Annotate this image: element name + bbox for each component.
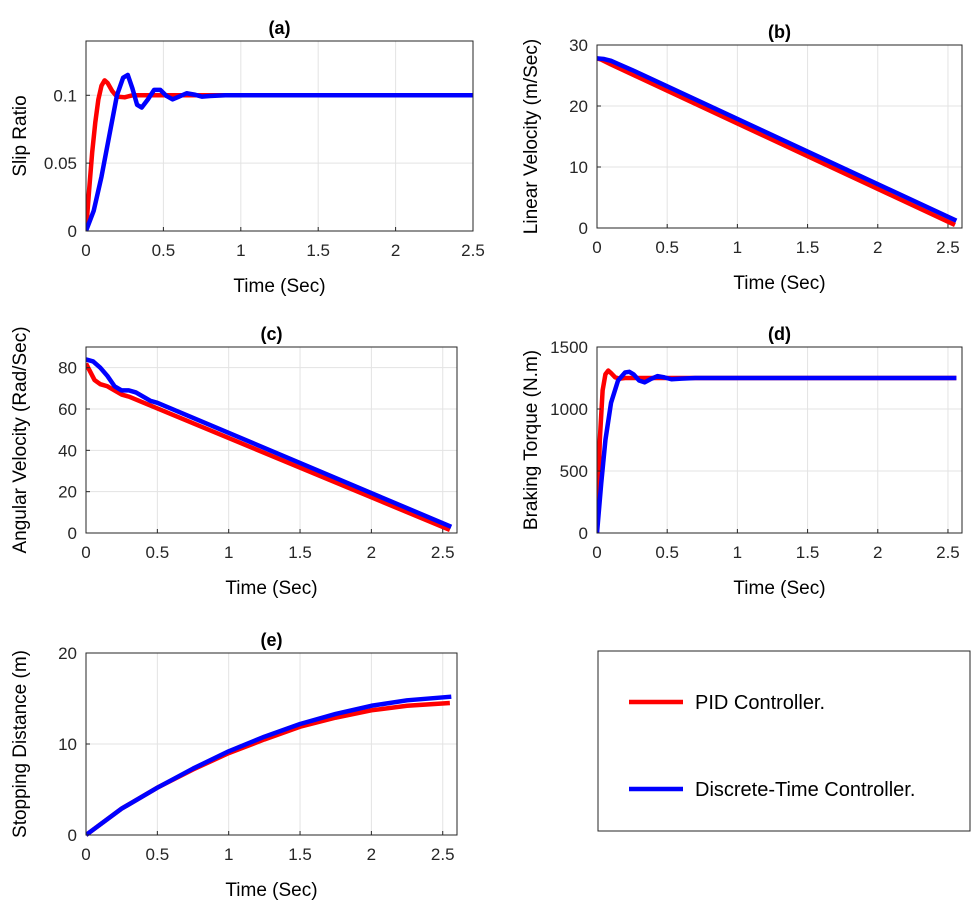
y-axis-label-e: Stopping Distance (m) (10, 650, 31, 838)
y-tick-label: 500 (560, 462, 588, 481)
x-tick-label: 1 (733, 543, 742, 562)
subplot-title-d: (d) (768, 324, 791, 344)
series-line-discrete-e (86, 694, 452, 837)
legend-box (597, 650, 971, 832)
y-tick-label: 40 (58, 441, 77, 460)
y-tick-label: 20 (58, 644, 77, 663)
series-line-pid-d (597, 368, 957, 534)
x-tick-label: 1.5 (796, 238, 820, 257)
y-tick-label: 10 (58, 735, 77, 754)
legend-label-pid: PID Controller. (695, 692, 825, 714)
x-axis-label-c: Time (Sec) (225, 578, 317, 599)
x-tick-label: 2.5 (936, 238, 960, 257)
x-tick-label: 0 (592, 543, 601, 562)
x-tick-label: 2 (873, 543, 882, 562)
x-axis-label-a: Time (Sec) (233, 276, 325, 297)
axes-box-c (85, 346, 458, 534)
y-tick-label: 0 (579, 219, 588, 238)
legend-label-discrete: Discrete-Time Controller. (695, 779, 915, 801)
y-tick-label: 1500 (550, 338, 588, 357)
x-tick-label: 1.5 (288, 543, 312, 562)
x-tick-label: 0.5 (655, 543, 679, 562)
y-tick-label: 20 (569, 97, 588, 116)
x-axis-label-d: Time (Sec) (733, 578, 825, 599)
y-axis-label-b: Linear Velocity (m/Sec) (521, 39, 542, 234)
x-tick-label: 0 (81, 845, 90, 864)
series-line-discrete-c (86, 357, 453, 529)
y-tick-label: 80 (58, 359, 77, 378)
x-tick-label: 0.5 (655, 238, 679, 257)
axes-box-d (596, 346, 963, 534)
series-line-pid-c (86, 362, 451, 532)
x-tick-label: 1.5 (796, 543, 820, 562)
plot-area-d (597, 347, 962, 533)
axes-box-a (85, 40, 474, 232)
x-tick-label: 2 (873, 238, 882, 257)
x-tick-label: 0 (81, 543, 90, 562)
x-tick-label: 2 (367, 543, 376, 562)
x-tick-label: 0.5 (146, 845, 170, 864)
x-tick-label: 0 (81, 241, 90, 260)
y-tick-label: 0.05 (44, 154, 77, 173)
axes-box-b (596, 44, 963, 229)
series-group-e (86, 694, 452, 837)
y-tick-label: 20 (58, 483, 77, 502)
x-tick-label: 2.5 (461, 241, 485, 260)
x-tick-label: 2.5 (431, 845, 455, 864)
x-tick-label: 1.5 (288, 845, 312, 864)
y-tick-label: 0 (579, 524, 588, 543)
y-tick-label: 0 (68, 826, 77, 845)
x-tick-label: 1 (236, 241, 245, 260)
plot-area-a (86, 41, 473, 231)
subplot-title-b: (b) (768, 22, 791, 42)
y-tick-label: 0 (68, 222, 77, 241)
x-axis-label-b: Time (Sec) (733, 273, 825, 294)
x-tick-label: 2 (367, 845, 376, 864)
x-tick-label: 2.5 (936, 543, 960, 562)
x-tick-label: 2 (391, 241, 400, 260)
series-group-c (86, 357, 453, 532)
series-group-a (86, 72, 473, 232)
y-axis-label-d: Braking Torque (N.m) (521, 350, 542, 530)
subplot-b: 0 0.5 1 1.5 2 2.5 0 10 20 30 (b) Time (Sec) Linear V… (521, 22, 963, 294)
x-tick-label: 1.5 (306, 241, 330, 260)
y-tick-label: 30 (569, 36, 588, 55)
y-axis-label-a: Slip Ratio (10, 95, 31, 176)
subplot-c: 0 0.5 1 1.5 2 2.5 0 20 40 60 80 (c) Time (Sec) Angula… (10, 324, 458, 599)
series-line-discrete-a (86, 72, 473, 232)
x-tick-label: 0.5 (152, 241, 176, 260)
x-tick-label: 0 (592, 238, 601, 257)
legend: PID Controller. Discrete-Time Controller… (597, 650, 971, 832)
series-group-b (597, 56, 958, 227)
x-tick-label: 0.5 (146, 543, 170, 562)
x-tick-label: 1 (733, 238, 742, 257)
y-tick-label: 10 (569, 158, 588, 177)
x-tick-label: 1 (224, 543, 233, 562)
subplot-title-c: (c) (261, 324, 283, 344)
subplots: 0 0.5 1 1.5 2 2.5 0 0.05 0.1 (a) Time (Sec) Slip Ra… (10, 18, 963, 901)
x-tick-label: 1 (224, 845, 233, 864)
subplot-title-e: (e) (261, 630, 283, 650)
y-tick-label: 60 (58, 400, 77, 419)
series-line-discrete-d (597, 369, 957, 534)
series-line-discrete-b (597, 56, 958, 223)
subplot-title-a: (a) (269, 18, 291, 38)
y-tick-label: 0 (68, 524, 77, 543)
x-tick-label: 2.5 (431, 543, 455, 562)
subplot-a: 0 0.5 1 1.5 2 2.5 0 0.05 0.1 (a) Time (Sec) Slip Ra… (10, 18, 485, 297)
y-axis-label-c: Angular Velocity (Rad/Sec) (10, 326, 31, 553)
subplot-d: 0 0.5 1 1.5 2 2.5 0 500 1000 1500 (d) Time (Sec) Bra… (521, 324, 963, 599)
y-tick-label: 1000 (550, 400, 588, 419)
subplot-e: 0 0.5 1 1.5 2 2.5 0 10 20 (e) Time (Sec) Stopping D… (10, 630, 458, 901)
x-axis-label-e: Time (Sec) (225, 880, 317, 901)
y-tick-label: 0.1 (53, 86, 77, 105)
series-group-d (597, 368, 957, 534)
